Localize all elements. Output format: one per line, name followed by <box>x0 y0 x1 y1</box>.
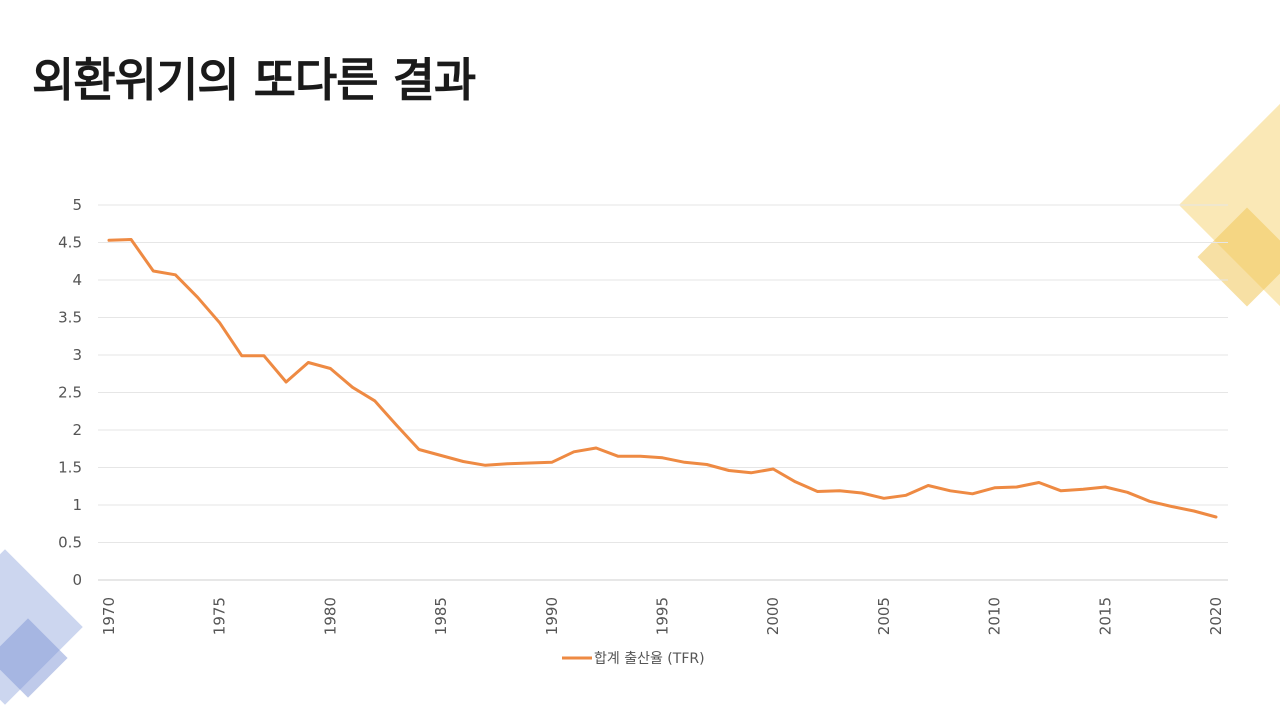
gridlines <box>98 204 1228 581</box>
data-point <box>617 455 620 458</box>
data-point <box>1192 509 1196 513</box>
data-point <box>462 460 465 463</box>
data-point <box>683 461 686 464</box>
data-point <box>484 464 487 467</box>
data-point <box>196 296 199 299</box>
data-point <box>949 489 952 492</box>
data-point <box>550 461 553 464</box>
data-point <box>1214 515 1218 519</box>
x-tick-label: 1990 <box>543 597 561 635</box>
data-point <box>307 361 310 364</box>
data-point <box>572 450 576 453</box>
data-point <box>661 456 664 459</box>
page-title: 외환위기의 또다른 결과 <box>32 53 476 107</box>
data-point <box>594 446 598 450</box>
data-point <box>218 321 221 324</box>
x-tick-label: 1995 <box>654 597 672 635</box>
data-point <box>904 494 908 497</box>
data-point <box>794 480 797 483</box>
data-point <box>993 486 996 489</box>
legend-label: 합계 출산율 (TFR) <box>594 651 705 667</box>
tfr-line-chart: 00.511.522.533.544.55 1970 1975 1980 1985 19… <box>58 196 1228 667</box>
data-point <box>395 424 399 427</box>
data-point <box>838 489 841 492</box>
data-point <box>1037 481 1041 484</box>
x-tick-label: 1975 <box>211 597 229 635</box>
y-tick-label: 1 <box>72 496 82 514</box>
x-tick-label: 1985 <box>432 597 450 635</box>
y-tick-label: 0.5 <box>58 534 82 552</box>
data-point <box>1081 488 1085 491</box>
x-tick-label: 2015 <box>1096 597 1114 635</box>
data-point <box>639 455 642 458</box>
data-point <box>772 467 775 471</box>
data-point <box>971 492 974 495</box>
y-tick-label: 3.5 <box>58 309 82 327</box>
x-tick-label: 2020 <box>1207 597 1225 635</box>
y-tick-label: 3 <box>72 346 82 364</box>
data-point <box>749 471 753 474</box>
data-point <box>882 497 886 500</box>
x-axis-ticks: 1970 1975 1980 1985 1990 1995 2000 2005 2010 2015… <box>100 597 1225 635</box>
data-point <box>152 269 155 273</box>
data-point <box>1126 491 1129 494</box>
data-point <box>129 238 133 241</box>
data-point <box>240 354 244 357</box>
y-tick-label: 2 <box>72 421 82 439</box>
y-tick-label: 4.5 <box>58 234 82 252</box>
data-point <box>351 386 354 389</box>
legend: 합계 출산율 (TFR) <box>562 651 705 667</box>
x-tick-label: 1980 <box>321 597 339 635</box>
data-point <box>506 462 509 465</box>
x-tick-label: 2000 <box>764 597 782 635</box>
data-point <box>174 273 177 276</box>
data-point <box>816 490 819 493</box>
data-point <box>284 380 288 384</box>
data-point <box>1015 485 1018 489</box>
series-line-tfr <box>107 238 1218 519</box>
data-point <box>262 354 266 357</box>
series-layer <box>107 238 1218 519</box>
y-tick-label: 5 <box>72 196 82 214</box>
x-tick-label: 1970 <box>100 597 118 635</box>
data-point <box>107 239 111 242</box>
y-axis-ticks: 0 0.5 1 1.5 2 2.5 3 3.5 4 4.5 5 <box>58 196 82 589</box>
data-point <box>329 367 332 370</box>
y-tick-label: 0 <box>72 571 82 589</box>
data-point <box>1104 485 1107 489</box>
data-point <box>1148 500 1151 503</box>
data-point <box>727 469 731 472</box>
data-point <box>1059 489 1063 492</box>
data-point <box>373 399 376 402</box>
data-point <box>1170 505 1173 508</box>
y-tick-label: 4 <box>72 271 82 289</box>
data-point <box>705 463 708 466</box>
y-tick-label: 1.5 <box>58 459 82 477</box>
x-tick-label: 2005 <box>875 597 893 635</box>
data-point <box>926 484 930 487</box>
x-tick-label: 2010 <box>986 597 1004 635</box>
data-point <box>528 461 531 465</box>
data-point <box>417 448 421 451</box>
data-point <box>439 454 443 457</box>
data-point <box>860 491 863 495</box>
y-tick-label: 2.5 <box>58 384 82 402</box>
